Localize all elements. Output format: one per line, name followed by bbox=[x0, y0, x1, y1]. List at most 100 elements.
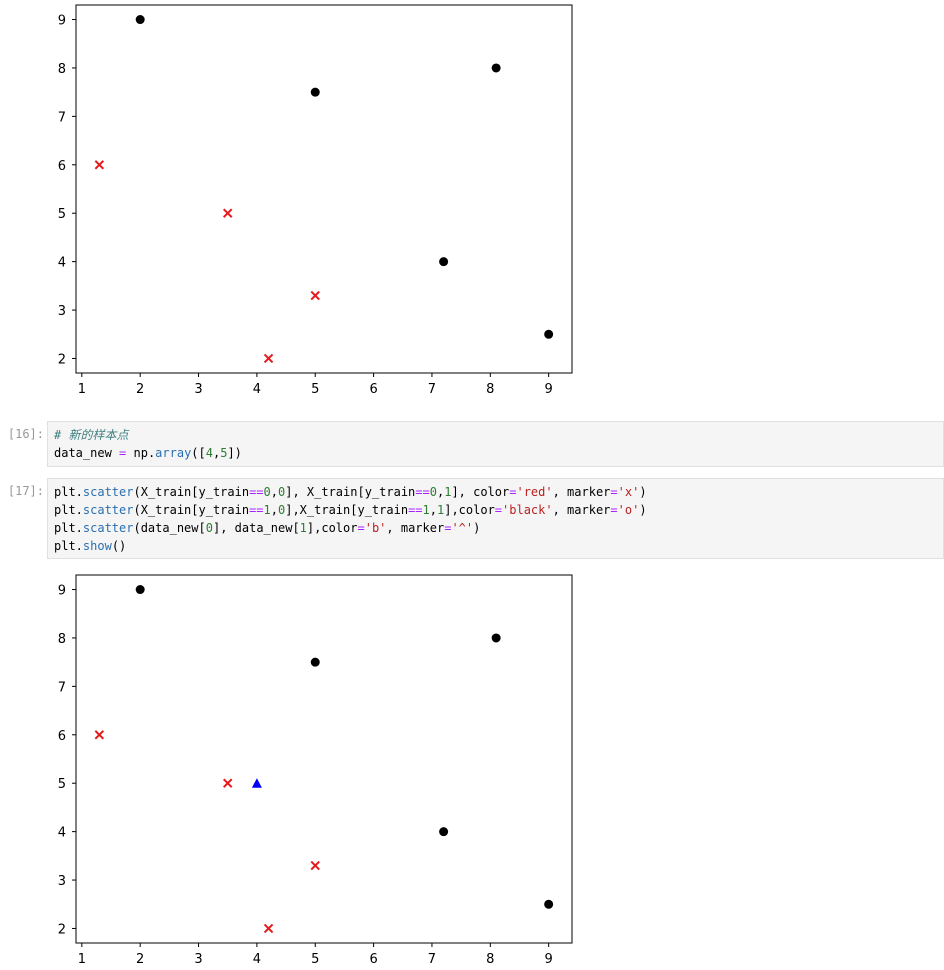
code-token: np. bbox=[126, 446, 156, 460]
code-token: , bbox=[436, 485, 445, 499]
circle-marker-point bbox=[439, 257, 449, 267]
circle-marker-point bbox=[310, 657, 320, 667]
x-tick-label: 4 bbox=[253, 382, 261, 397]
x-tick-label: 8 bbox=[486, 382, 494, 397]
cell-prompt: [17]: bbox=[7, 484, 44, 498]
x-marker-point bbox=[263, 353, 274, 364]
axes-frame bbox=[75, 574, 573, 944]
code-token: 1 bbox=[436, 503, 445, 517]
code-token: == bbox=[415, 485, 430, 499]
code-token: , bbox=[429, 503, 437, 517]
code-token: data_new bbox=[54, 446, 120, 460]
x-tick-label: 9 bbox=[545, 382, 553, 397]
x-marker-point bbox=[263, 923, 274, 934]
code-token: ) bbox=[639, 503, 647, 517]
code-cell-17[interactable]: [17]: plt.scatter(X_train[y_train==0,0],… bbox=[0, 478, 944, 559]
x-tick-label: 1 bbox=[78, 382, 86, 397]
x-marker-point bbox=[310, 290, 320, 301]
x-tick-label: 7 bbox=[428, 382, 436, 397]
code-token: 1 bbox=[263, 503, 271, 517]
code-token: plt. bbox=[54, 485, 83, 499]
x-tick-label: 2 bbox=[136, 382, 144, 397]
code-token: = bbox=[610, 503, 618, 517]
code-token: 1 bbox=[299, 521, 307, 535]
code-token: scatter bbox=[82, 485, 134, 499]
code-token: ],color bbox=[306, 521, 358, 535]
y-tick-label: 6 bbox=[58, 159, 66, 174]
code-token: == bbox=[249, 503, 264, 517]
code-cell-16[interactable]: [16]: # 新的样本点 data_new = np.array([4,5]) bbox=[0, 421, 944, 467]
code-token: 0 bbox=[278, 485, 286, 499]
code-token: plt. bbox=[54, 539, 83, 553]
code-token: plt. bbox=[54, 521, 83, 535]
code-token: ],X_train[y_train bbox=[285, 503, 409, 517]
y-tick-label: 2 bbox=[58, 922, 66, 937]
axes-frame bbox=[75, 4, 573, 374]
circle-marker-point bbox=[544, 899, 554, 909]
code-token: (data_new[ bbox=[133, 521, 206, 535]
code-token: 1 bbox=[422, 503, 430, 517]
code-token: 5 bbox=[220, 446, 228, 460]
code-token: , bbox=[270, 485, 278, 499]
code-token: 'x' bbox=[617, 485, 640, 499]
code-line: plt.scatter(data_new[0], data_new[1],col… bbox=[54, 519, 943, 537]
circle-marker-point bbox=[544, 329, 554, 339]
x-marker-point bbox=[310, 860, 320, 871]
code-line: plt.scatter(X_train[y_train==1,0],X_trai… bbox=[54, 501, 943, 519]
x-tick-label: 1 bbox=[78, 952, 86, 967]
y-tick-label: 9 bbox=[58, 584, 66, 599]
code-token: 0 bbox=[278, 503, 286, 517]
code-token: 0 bbox=[429, 485, 437, 499]
y-tick-label: 3 bbox=[58, 304, 66, 319]
code-token: ) bbox=[639, 485, 647, 499]
code-token: scatter bbox=[82, 521, 134, 535]
code-token: 'b' bbox=[364, 521, 387, 535]
code-token: = bbox=[119, 446, 127, 460]
code-editor[interactable]: plt.scatter(X_train[y_train==0,0], X_tra… bbox=[48, 479, 943, 555]
x-tick-label: 3 bbox=[194, 952, 202, 967]
code-token: # 新的样本点 bbox=[54, 428, 129, 442]
code-input-area[interactable]: plt.scatter(X_train[y_train==0,0], X_tra… bbox=[47, 478, 944, 559]
x-marker-point bbox=[94, 730, 105, 740]
code-token: show bbox=[82, 539, 112, 553]
code-token: , marker bbox=[552, 485, 611, 499]
code-token: plt. bbox=[54, 503, 83, 517]
code-token: 0 bbox=[205, 521, 213, 535]
code-token: '^' bbox=[451, 521, 474, 535]
code-token: ]) bbox=[227, 446, 242, 460]
y-tick-label: 9 bbox=[58, 14, 66, 29]
x-tick-label: 9 bbox=[545, 952, 553, 967]
code-token: array bbox=[155, 446, 192, 460]
y-tick-label: 8 bbox=[58, 62, 66, 77]
code-editor[interactable]: # 新的样本点 data_new = np.array([4,5]) bbox=[48, 422, 943, 462]
code-input-area[interactable]: # 新的样本点 data_new = np.array([4,5]) bbox=[47, 421, 944, 467]
code-token: ], color bbox=[451, 485, 510, 499]
y-tick-label: 6 bbox=[58, 729, 66, 744]
code-token: = bbox=[357, 521, 365, 535]
code-line: data_new = np.array([4,5]) bbox=[54, 444, 943, 462]
code-line: plt.scatter(X_train[y_train==0,0], X_tra… bbox=[54, 483, 943, 501]
code-token: == bbox=[249, 485, 264, 499]
y-tick-label: 7 bbox=[58, 680, 66, 695]
code-token: 0 bbox=[263, 485, 271, 499]
code-token: , marker bbox=[386, 521, 445, 535]
x-marker-point bbox=[223, 778, 233, 788]
code-token: == bbox=[408, 503, 423, 517]
x-tick-label: 7 bbox=[428, 952, 436, 967]
code-token: ], X_train[y_train bbox=[285, 485, 416, 499]
x-tick-label: 6 bbox=[369, 382, 377, 397]
code-token: scatter bbox=[82, 503, 134, 517]
code-token: 'o' bbox=[617, 503, 640, 517]
code-token: 'red' bbox=[516, 485, 553, 499]
code-token: ],color bbox=[444, 503, 495, 517]
x-tick-label: 4 bbox=[253, 952, 261, 967]
circle-marker-point bbox=[135, 585, 145, 595]
code-token: ([ bbox=[191, 446, 206, 460]
x-marker-point bbox=[223, 208, 233, 218]
y-tick-label: 7 bbox=[58, 110, 66, 125]
y-tick-label: 4 bbox=[58, 826, 66, 841]
x-tick-label: 6 bbox=[369, 952, 377, 967]
code-token: (X_train[y_train bbox=[133, 485, 250, 499]
